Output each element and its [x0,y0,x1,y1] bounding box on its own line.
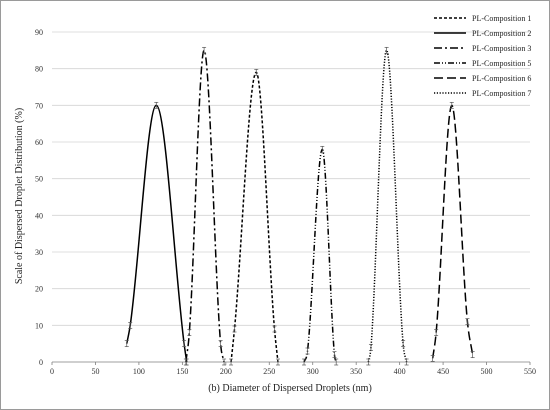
y-tick-label: 80 [35,65,43,74]
x-tick-label: 450 [437,367,449,376]
x-tick-label: 250 [263,367,275,376]
legend-label: PL-Composition 5 [472,59,531,68]
y-tick-label: 10 [35,321,43,330]
x-tick-label: 100 [133,367,145,376]
y-tick-label: 60 [35,138,43,147]
y-axis-title: Scale of Dispersed Droplet Distribution … [14,108,25,284]
y-tick-label: 70 [35,101,43,110]
legend-label: PL-Composition 3 [472,44,531,53]
grid-layer [52,31,530,326]
series-line-2 [126,104,188,363]
x-tick-label: 550 [524,367,536,376]
series-layer [124,46,475,366]
series-line-6 [367,49,408,363]
x-tick-label: 0 [50,367,54,376]
y-tick-label: 20 [35,285,43,294]
x-tick-label: 200 [220,367,232,376]
legend-label: PL-Composition 6 [472,74,531,83]
x-tick-label: 350 [350,367,362,376]
y-tick-label: 0 [39,358,43,367]
y-tick-label: 50 [35,175,43,184]
legend-label: PL-Composition 2 [472,29,531,38]
x-axis-title: (b) Diameter of Dispersed Droplets (nm) [208,383,372,394]
x-tick-label: 300 [307,367,319,376]
y-tick-label: 90 [35,28,43,37]
x-tick-label: 500 [481,367,493,376]
x-tick-label: 400 [394,367,406,376]
legend-label: PL-Composition 7 [472,89,531,98]
series-line-4 [303,148,337,363]
x-tick-label: 50 [91,367,99,376]
legend: PL-Composition 1 PL-Composition 2 PL-Compo… [434,14,531,98]
series-line-3 [185,49,225,363]
series-line-1 [230,71,279,363]
axis-layer: 0 10 20 30 40 50 60 70 80 90 0 50 100 150 200 250 300 350… [35,28,536,376]
y-tick-label: 40 [35,211,43,220]
x-tick-label: 150 [176,367,188,376]
y-tick-label: 30 [35,248,43,257]
legend-label: PL-Composition 1 [472,14,531,23]
series-line-5 [431,104,474,359]
